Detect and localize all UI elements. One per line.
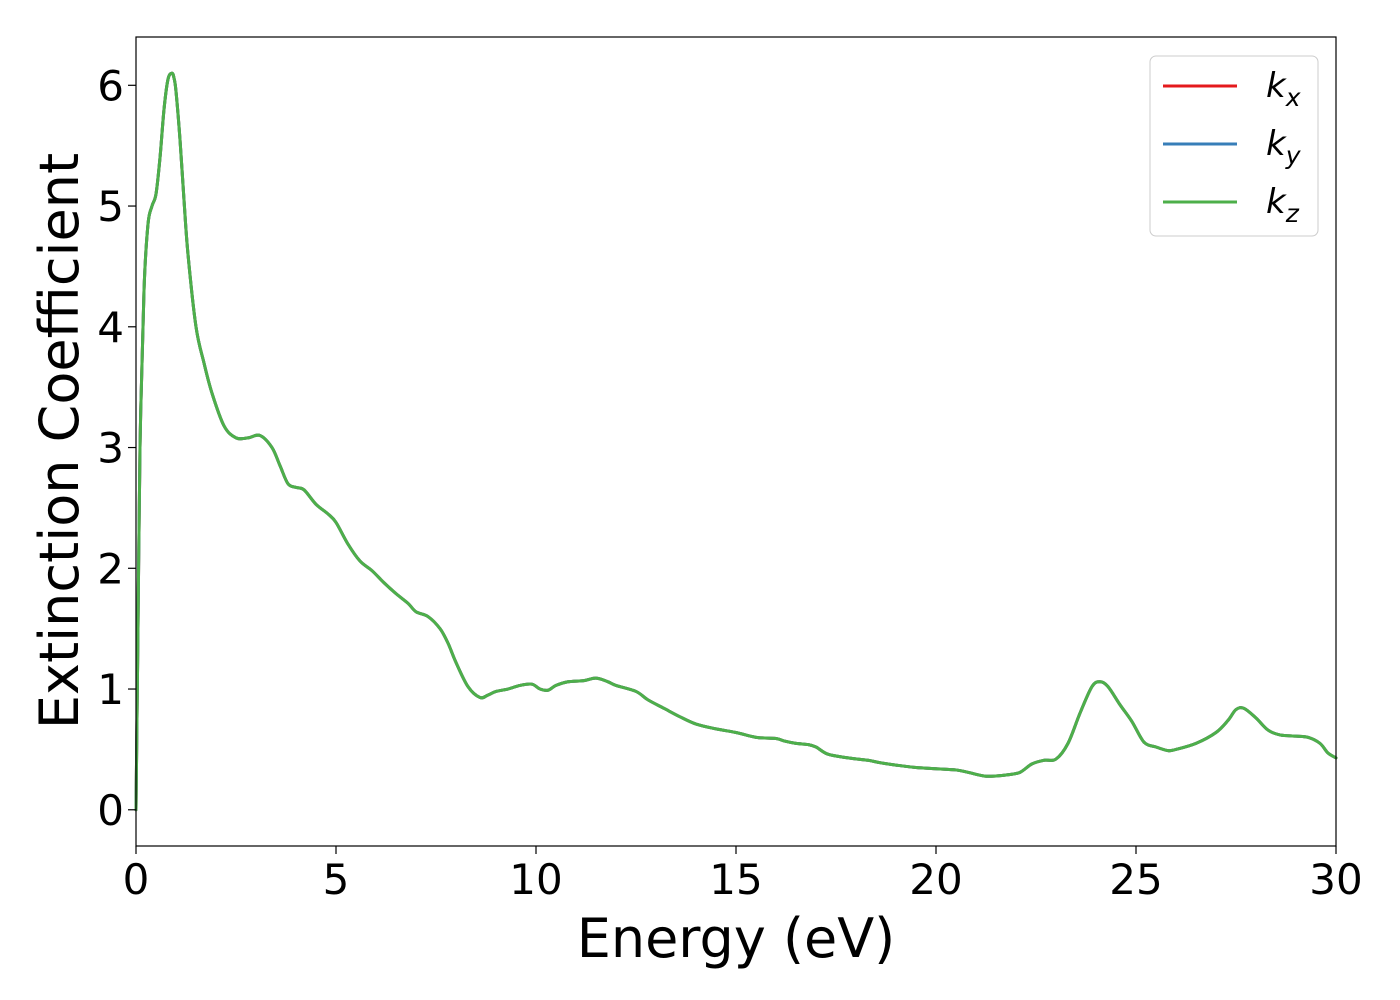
- series-line-k-z: [134, 71, 1338, 812]
- y-tick-label: 1: [97, 665, 124, 714]
- y-tick-label: 2: [97, 544, 124, 593]
- x-tick-label: 30: [1309, 855, 1362, 904]
- y-tick-label: 0: [97, 786, 124, 835]
- y-axis-ticks: 0 1 2 3 4 5 6: [97, 61, 136, 835]
- y-tick-label: 4: [97, 303, 124, 352]
- x-tick-label: 5: [323, 855, 350, 904]
- legend-box: [1149, 55, 1319, 237]
- legend-subscript: x: [1285, 83, 1301, 112]
- y-axis-label: Extinction Coefficient: [28, 153, 91, 729]
- x-axis-ticks: 0 5 10 15 20 25 30: [123, 846, 1363, 904]
- legend-subscript: z: [1285, 199, 1300, 228]
- x-tick-label: 20: [909, 855, 962, 904]
- x-axis-label: Energy (eV): [577, 907, 896, 970]
- legend-subscript: y: [1285, 141, 1302, 170]
- y-tick-label: 3: [97, 424, 124, 473]
- x-tick-label: 25: [1109, 855, 1162, 904]
- legend-label-k-z: kz: [1266, 182, 1300, 228]
- x-tick-label: 15: [709, 855, 762, 904]
- series-layer: [134, 71, 1338, 812]
- y-tick-label: 5: [97, 182, 124, 231]
- x-tick-label: 10: [509, 855, 562, 904]
- y-tick-label: 6: [97, 61, 124, 110]
- x-tick-label: 0: [123, 855, 150, 904]
